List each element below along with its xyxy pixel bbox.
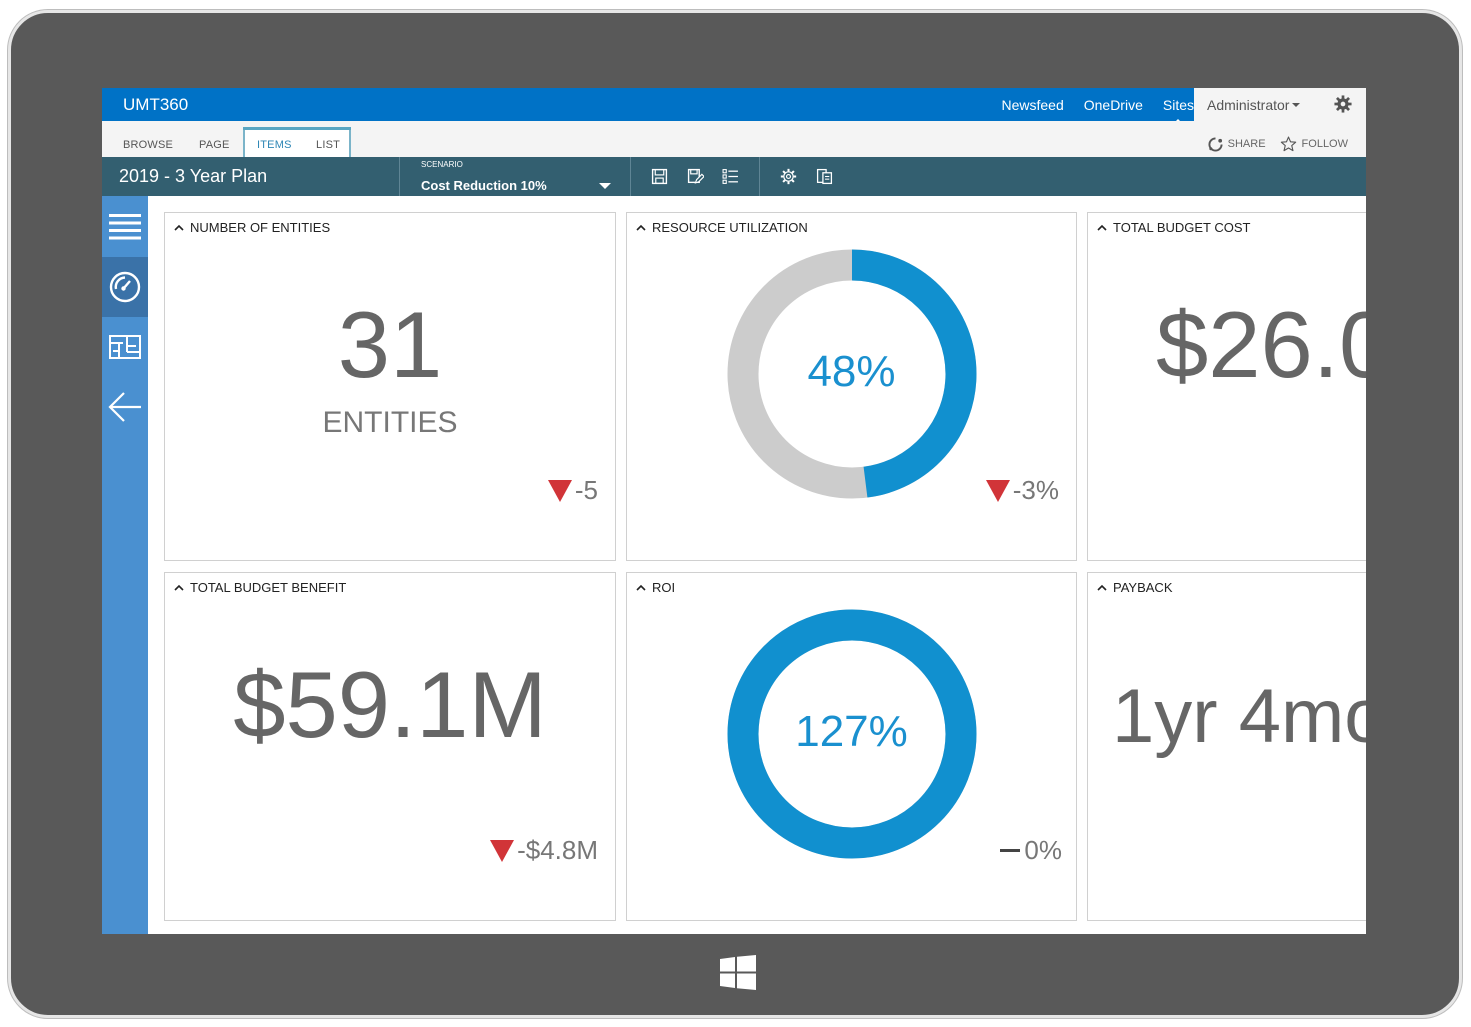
resource-delta-value: -3%: [1012, 475, 1059, 505]
chevron-down-icon[interactable]: [599, 183, 611, 189]
ribbon-actions: SHARE FOLLOW: [1208, 136, 1348, 152]
roi-value: 127%: [795, 707, 908, 756]
roi-delta: 0%: [1000, 835, 1062, 866]
left-nav: [102, 196, 148, 934]
card-title[interactable]: RESOURCE UTILIZATION: [636, 220, 808, 235]
roi-delta-value: 0%: [1024, 835, 1062, 865]
chevron-down-icon: [1292, 102, 1301, 107]
toolbar-divider: [759, 157, 760, 196]
save-edit-icon[interactable]: [687, 168, 704, 185]
entities-unit: ENTITIES: [322, 406, 458, 439]
card-roi: ROI 127% 0%: [626, 572, 1077, 921]
card-title[interactable]: TOTAL BUDGET BENEFIT: [174, 580, 346, 595]
follow-label: FOLLOW: [1301, 138, 1348, 150]
app-screen: UMT360 Newsfeed OneDrive Sites Administr…: [102, 88, 1366, 934]
card-title-text: TOTAL BUDGET COST: [1113, 220, 1251, 235]
cost-value: $26.0: [1156, 292, 1366, 397]
card-resource-utilization: RESOURCE UTILIZATION 48% -3%: [626, 212, 1077, 561]
card-title[interactable]: NUMBER OF ENTITIES: [174, 220, 330, 235]
benefit-value: $59.1M: [233, 652, 547, 757]
card-total-budget-benefit: TOTAL BUDGET BENEFIT $59.1M -$4.8M: [164, 572, 616, 921]
chevron-up-icon[interactable]: [174, 223, 184, 233]
donut-value-arc: [727, 249, 977, 499]
toolbar-divider: [399, 157, 400, 196]
star-icon: [1280, 136, 1296, 152]
suite-link-onedrive[interactable]: OneDrive: [1083, 96, 1143, 113]
share-icon: [1208, 136, 1223, 151]
tab-page[interactable]: PAGE: [199, 139, 230, 151]
donut-value-arc: [727, 609, 977, 859]
card-title-text: PAYBACK: [1113, 580, 1173, 595]
benefit-delta-value: -$4.8M: [517, 835, 598, 865]
suite-link-sites[interactable]: Sites: [1162, 96, 1194, 124]
suite-links: Newsfeed OneDrive Sites: [1001, 88, 1194, 124]
settings-icon[interactable]: [780, 168, 797, 185]
payback-value: 1yr 4mo: [1112, 674, 1366, 759]
toolbar-divider: [630, 157, 631, 196]
suite-bar: UMT360 Newsfeed OneDrive Sites Administr…: [102, 88, 1366, 124]
chevron-up-icon[interactable]: [636, 223, 646, 233]
nav-back[interactable]: [102, 377, 148, 437]
suite-link-newsfeed[interactable]: Newsfeed: [1001, 96, 1064, 113]
card-title-text: RESOURCE UTILIZATION: [652, 220, 808, 235]
trend-down-icon: [547, 479, 572, 502]
scenario-dropdown[interactable]: SCENARIO Cost Reduction 10%: [400, 157, 629, 196]
share-button[interactable]: SHARE: [1208, 136, 1266, 152]
nav-dashboard[interactable]: [102, 257, 148, 317]
user-name[interactable]: Administrator: [1207, 96, 1290, 113]
menu-icon: [109, 214, 141, 240]
tab-browse[interactable]: BROWSE: [123, 139, 174, 151]
scenario-value[interactable]: Cost Reduction 10%: [421, 178, 547, 193]
card-title-text: NUMBER OF ENTITIES: [190, 220, 331, 235]
entities-value: 31: [337, 292, 443, 397]
chevron-up-icon[interactable]: [636, 583, 646, 593]
nav-menu[interactable]: [102, 196, 148, 256]
ribbon: BROWSE PAGE ITEMS LIST SHARE FOLLOW: [102, 121, 1366, 157]
tab-list[interactable]: LIST: [316, 139, 341, 151]
resource-delta: -3%: [985, 475, 1059, 506]
ribbon-tab-group: [243, 127, 351, 157]
trend-down-icon: [490, 839, 515, 862]
card-title[interactable]: TOTAL BUDGET COST: [1097, 220, 1250, 235]
card-title-text: TOTAL BUDGET BENEFIT: [190, 580, 347, 595]
card-title-text: ROI: [652, 580, 676, 595]
back-arrow-icon: [108, 392, 141, 422]
tab-items[interactable]: ITEMS: [257, 139, 292, 151]
plan-title-bar: 2019 - 3 Year Plan SCENARIO Cost Reducti…: [102, 157, 1366, 196]
roi-donut-chart: [727, 609, 977, 859]
resource-donut-chart: [727, 249, 977, 499]
plan-title: 2019 - 3 Year Plan: [119, 166, 268, 186]
card-number-of-entities: NUMBER OF ENTITIES 31 ENTITIES -5: [164, 212, 616, 561]
user-menu[interactable]: Administrator: [1194, 88, 1366, 121]
chevron-up-icon[interactable]: [1097, 223, 1107, 233]
save-icon[interactable]: [651, 168, 668, 185]
benefit-delta: -$4.8M: [490, 835, 598, 866]
chevron-up-icon[interactable]: [174, 583, 184, 593]
gear-icon[interactable]: [1334, 95, 1352, 113]
windows-logo-icon[interactable]: [720, 955, 756, 991]
app-brand[interactable]: UMT360: [123, 95, 189, 114]
trend-flat-icon: [1000, 849, 1021, 852]
entities-delta-value: -5: [574, 475, 598, 505]
share-label: SHARE: [1227, 138, 1266, 150]
nav-roadmap[interactable]: [102, 317, 148, 377]
entities-delta: -5: [547, 475, 598, 506]
card-total-budget-cost: TOTAL BUDGET COST $26.0: [1087, 212, 1366, 561]
list-icon[interactable]: [722, 168, 739, 185]
dashboard-gauge-icon: [109, 271, 141, 303]
follow-button[interactable]: FOLLOW: [1280, 136, 1348, 152]
resource-value: 48%: [807, 347, 896, 396]
scenario-label: SCENARIO: [421, 160, 463, 169]
card-title[interactable]: ROI: [636, 580, 675, 595]
card-title[interactable]: PAYBACK: [1097, 580, 1172, 595]
chevron-up-icon[interactable]: [1097, 583, 1107, 593]
trend-down-icon: [985, 479, 1010, 502]
pages-icon[interactable]: [816, 168, 833, 185]
card-payback: PAYBACK 1yr 4mo: [1087, 572, 1366, 921]
roadmap-grid-icon: [109, 335, 141, 359]
